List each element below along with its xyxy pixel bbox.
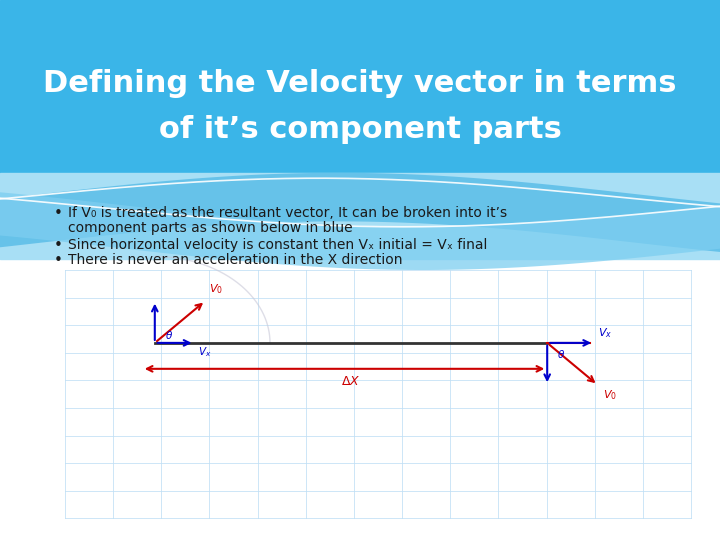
Text: component parts as shown below in blue: component parts as shown below in blue <box>68 221 353 235</box>
Text: Since horizontal velocity is constant then Vₓ initial = Vₓ final: Since horizontal velocity is constant th… <box>68 238 487 252</box>
Text: •: • <box>54 253 63 268</box>
Bar <box>0 0 720 200</box>
Polygon shape <box>0 173 720 252</box>
Text: There is never an acceleration in the X direction: There is never an acceleration in the X … <box>68 253 403 267</box>
Text: $V_0$: $V_0$ <box>603 388 617 402</box>
Bar <box>0 173 720 540</box>
Text: $\theta$: $\theta$ <box>557 348 564 360</box>
Text: $V_x$: $V_x$ <box>198 346 212 360</box>
Bar <box>0 173 720 259</box>
Text: If V₀ is treated as the resultant vector, It can be broken into it’s: If V₀ is treated as the resultant vector… <box>68 206 508 220</box>
Text: $\Delta X$: $\Delta X$ <box>341 375 361 388</box>
Text: $V_0$: $V_0$ <box>209 282 223 296</box>
Text: $V_x$: $V_x$ <box>598 326 612 340</box>
Text: $\theta$: $\theta$ <box>165 329 173 341</box>
Polygon shape <box>0 192 720 270</box>
Text: of it’s component parts: of it’s component parts <box>158 115 562 144</box>
Text: •: • <box>54 238 63 253</box>
Text: •: • <box>54 206 63 221</box>
Text: Defining the Velocity vector in terms: Defining the Velocity vector in terms <box>43 69 677 98</box>
